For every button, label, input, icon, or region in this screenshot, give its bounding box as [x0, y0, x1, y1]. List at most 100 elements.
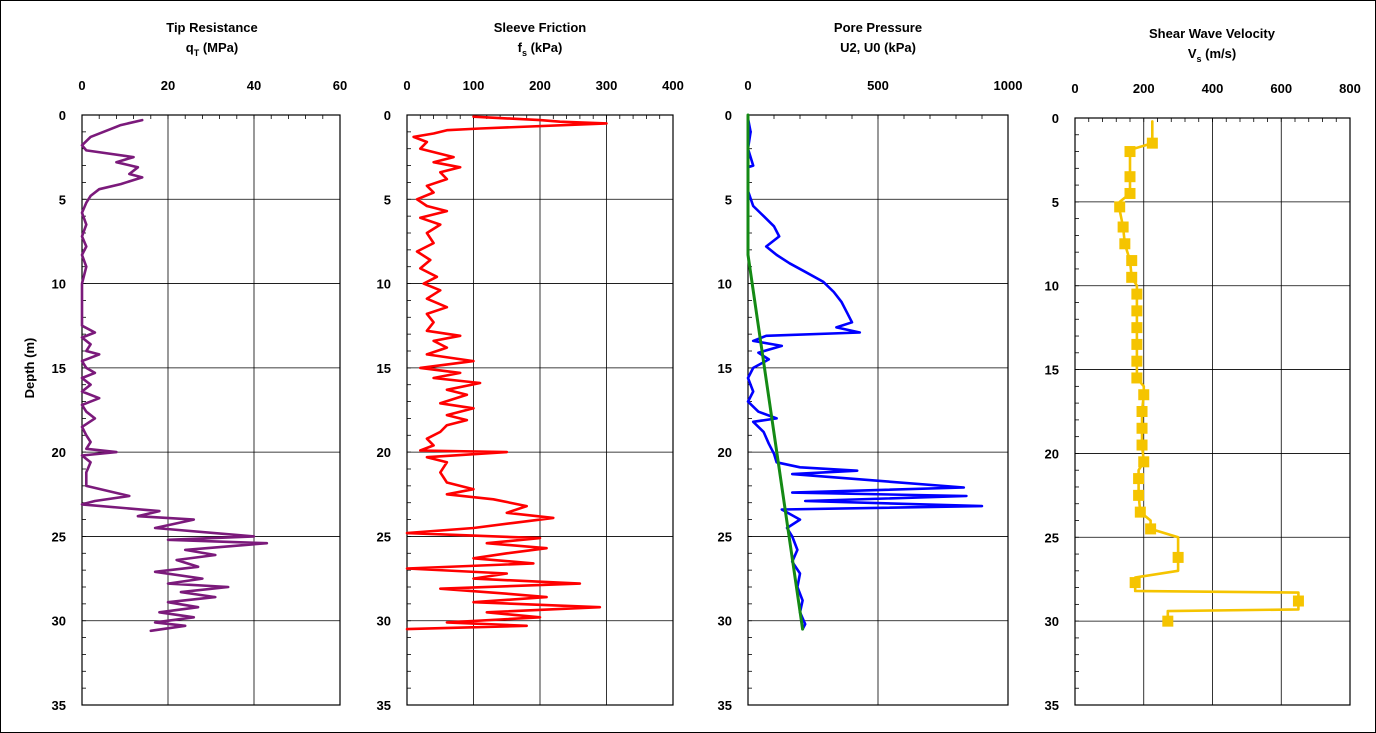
- y-tick-label: 10: [718, 277, 732, 292]
- track-title: Tip Resistance: [166, 20, 258, 35]
- subtitle-subscript: T: [194, 48, 200, 58]
- x-tick-label: 400: [1202, 81, 1224, 96]
- y-tick-label: 15: [52, 361, 66, 376]
- y-tick-label: 35: [52, 698, 66, 713]
- data-point-marker: [1136, 422, 1148, 434]
- data-point-marker: [1126, 271, 1138, 283]
- y-tick-label: 35: [1045, 698, 1059, 713]
- y-tick-label: 0: [384, 108, 391, 123]
- track-title: Shear Wave Velocity: [1149, 26, 1276, 41]
- data-point-marker: [1138, 389, 1150, 401]
- track-subtitle: U2, U0 (kPa): [840, 40, 916, 55]
- subtitle-subscript: s: [522, 48, 527, 58]
- y-tick-label: 35: [718, 698, 732, 713]
- track-title: Pore Pressure: [834, 20, 922, 35]
- y-tick-label: 25: [377, 529, 391, 544]
- y-tick-label: 20: [718, 445, 732, 460]
- track-subtitle: Vs (m/s): [1188, 46, 1236, 64]
- data-point-marker: [1119, 238, 1131, 250]
- track-1: Tip Resistance qT (MPa) 0 20 40 60 0 5 10 15 20 25 3…: [52, 20, 348, 713]
- data-point-marker: [1133, 473, 1145, 485]
- y-tick-label: 0: [1052, 111, 1059, 126]
- series-line: [746, 113, 805, 631]
- track-3: Pore Pressure U2, U0 (kPa) 0 500 1000 0 5 10 15 2…: [718, 20, 1023, 713]
- y-tick-label: 15: [718, 361, 732, 376]
- y-tick-label: 10: [52, 277, 66, 292]
- track-subtitle: qT (MPa): [186, 40, 238, 58]
- x-tick-label: 20: [161, 78, 175, 93]
- x-tick-label: 400: [662, 78, 684, 93]
- series-line: [1118, 120, 1300, 623]
- x-tick-label: 600: [1270, 81, 1292, 96]
- series-line: [746, 117, 984, 631]
- data-point-marker: [1131, 305, 1143, 317]
- data-point-marker: [1162, 615, 1174, 627]
- x-tick-label: 200: [529, 78, 551, 93]
- x-tick-label: 0: [403, 78, 410, 93]
- y-tick-label: 20: [1045, 446, 1059, 461]
- data-point-marker: [1136, 439, 1148, 451]
- y-tick-label: 10: [1045, 279, 1059, 294]
- y-tick-label: 25: [1045, 530, 1059, 545]
- y-tick-label: 15: [1045, 363, 1059, 378]
- data-point-marker: [1133, 489, 1145, 501]
- plot-area-border: [1074, 117, 1351, 706]
- data-point-marker: [1292, 595, 1304, 607]
- x-tick-label: 60: [333, 78, 347, 93]
- data-point-marker: [1145, 523, 1157, 535]
- data-point-marker: [1124, 187, 1136, 199]
- y-tick-label: 20: [52, 445, 66, 460]
- data-point-marker: [1117, 221, 1129, 233]
- data-point-marker: [1126, 255, 1138, 267]
- data-point-marker: [1129, 577, 1141, 589]
- subtitle-subscript: s: [1196, 54, 1201, 64]
- subtitle-unit: (MPa): [199, 40, 238, 55]
- subtitle-symbol: f: [518, 40, 523, 55]
- data-point-marker: [1146, 137, 1158, 149]
- series-line: [405, 115, 608, 631]
- data-point-marker: [1172, 551, 1184, 563]
- y-tick-label: 5: [384, 192, 391, 207]
- y-tick-label: 25: [718, 529, 732, 544]
- track-subtitle: fs (kPa): [518, 40, 563, 58]
- data-point-marker: [1131, 322, 1143, 334]
- y-tick-label: 30: [718, 614, 732, 629]
- series-line: [80, 118, 269, 633]
- y-tick-label: 5: [725, 192, 732, 207]
- data-point-marker: [1131, 372, 1143, 384]
- x-tick-label: 500: [867, 78, 889, 93]
- x-tick-label: 0: [1071, 81, 1078, 96]
- data-point-marker: [1124, 146, 1136, 158]
- y-tick-label: 10: [377, 277, 391, 292]
- x-tick-label: 800: [1339, 81, 1361, 96]
- y-tick-label: 30: [52, 614, 66, 629]
- data-point-marker: [1136, 406, 1148, 417]
- y-tick-label: 0: [725, 108, 732, 123]
- subtitle-unit: (m/s): [1202, 46, 1237, 61]
- data-point-marker: [1134, 506, 1146, 518]
- x-tick-label: 0: [78, 78, 85, 93]
- y-tick-label: 5: [1052, 195, 1059, 210]
- subtitle-symbol: q: [186, 40, 194, 55]
- y-tick-label: 25: [52, 529, 66, 544]
- data-point-marker: [1124, 171, 1136, 183]
- plot-area-border: [81, 114, 341, 706]
- x-tick-label: 40: [247, 78, 261, 93]
- y-axis-label: Depth (m): [22, 338, 37, 399]
- track-2: Sleeve Friction fs (kPa) 0 100 200 300 400 0 5 10…: [377, 20, 684, 713]
- x-tick-label: 0: [744, 78, 751, 93]
- y-tick-label: 30: [1045, 614, 1059, 629]
- y-tick-label: 20: [377, 445, 391, 460]
- y-tick-label: 35: [377, 698, 391, 713]
- y-tick-label: 30: [377, 614, 391, 629]
- x-tick-label: 200: [1133, 81, 1155, 96]
- data-point-marker: [1131, 288, 1143, 300]
- y-tick-label: 0: [59, 108, 66, 123]
- plot-area-border: [747, 114, 1009, 706]
- y-tick-label: 15: [377, 361, 391, 376]
- subtitle-unit: (kPa): [527, 40, 562, 55]
- x-tick-label: 1000: [994, 78, 1023, 93]
- data-point-marker: [1131, 355, 1143, 367]
